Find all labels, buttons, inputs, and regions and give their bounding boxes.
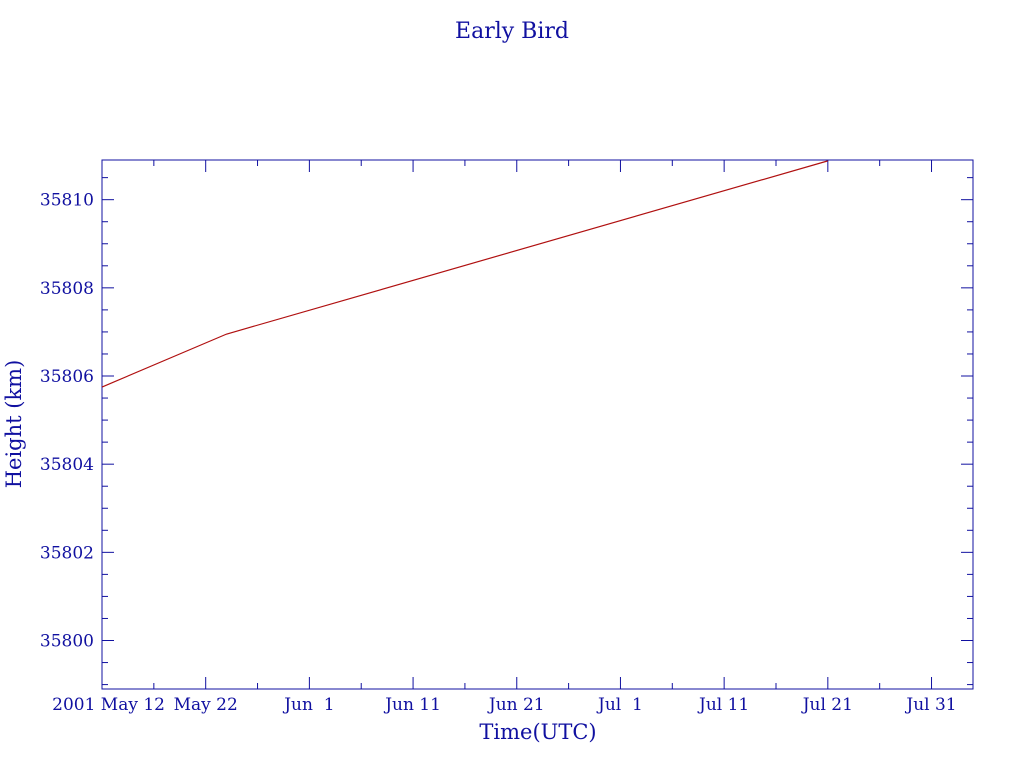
tick-labels: 2001 May 12 May 22 Jun 1 Jun 11 Jun 21 Jul 1 J…	[40, 191, 957, 715]
plot-frame	[101, 159, 974, 690]
y-axis-label: Height (km)	[2, 360, 26, 489]
x-tick-label: Jul 21	[801, 695, 853, 715]
x-tick-label: Jun 1	[282, 695, 334, 715]
axis-ticks	[101, 160, 973, 689]
x-tick-label: Jul 11	[697, 695, 749, 715]
x-tick-label: Jul 31	[904, 695, 956, 715]
y-tick-label: 35808	[40, 279, 94, 299]
chart-title: Early Bird	[455, 19, 569, 44]
x-tick-label: May 22	[174, 695, 238, 715]
x-tick-label: Jul 1	[596, 695, 643, 715]
x-tick-label: Jun 11	[383, 695, 441, 715]
x-tick-label: Jun 21	[487, 695, 545, 715]
series-line	[101, 160, 828, 388]
y-tick-label: 35802	[40, 543, 94, 563]
series-group	[101, 160, 828, 388]
x-tick-label: 2001 May 12	[52, 695, 165, 715]
y-tick-label: 35806	[40, 367, 94, 387]
y-tick-label: 35804	[40, 455, 94, 475]
y-tick-label: 35810	[40, 191, 94, 211]
x-axis-label: Time(UTC)	[479, 720, 596, 744]
y-tick-label: 35800	[40, 632, 94, 652]
